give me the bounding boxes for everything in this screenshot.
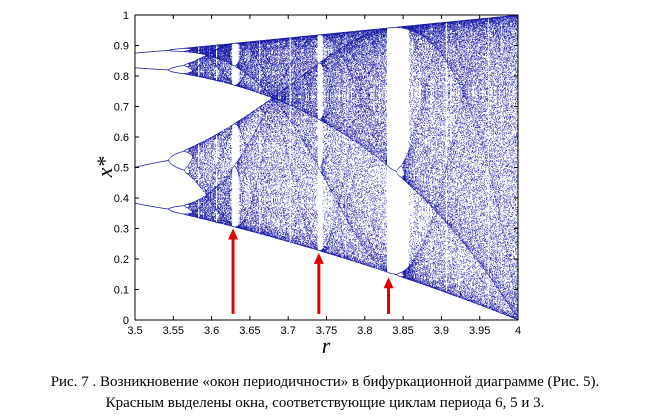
x-tick-label: 3.8	[357, 325, 372, 337]
attractor-points	[135, 15, 519, 320]
y-tick-label: 0	[123, 315, 129, 327]
bifurcation-chart: 3.5 3.55 3.6 3.65 3.7 3.75 3.8 3.85 3.9 3.95 4 00.…	[0, 0, 650, 360]
window-arrow-head	[384, 277, 394, 288]
y-tick-label: 0.2	[114, 254, 129, 266]
x-tick-label: 3.55	[163, 325, 184, 337]
y-tick-label: 0.9	[114, 41, 129, 53]
caption-line-2: Красным выделены окна, соответствующие ц…	[0, 393, 650, 413]
caption-line-1: Рис. 7 . Возникновение «окон периодичнос…	[0, 372, 650, 392]
x-axis-label: r	[322, 333, 331, 358]
y-tick-label: 0.3	[114, 224, 129, 236]
x-tick-label: 4	[515, 325, 521, 337]
bifurcation-points	[135, 15, 519, 320]
x-tick-label: 3.5	[127, 325, 142, 337]
y-tick-label: 0.4	[114, 193, 129, 205]
y-tick-label: 0.1	[114, 285, 129, 297]
y-axis-label: x*	[92, 157, 117, 179]
window-arrow-head	[314, 253, 324, 264]
y-tick-label: 0.8	[114, 71, 129, 83]
x-tick-label: 3.7	[281, 325, 296, 337]
y-tick-label: 1	[123, 10, 129, 22]
x-tick-label: 3.95	[469, 325, 490, 337]
x-tick-label: 3.9	[434, 325, 449, 337]
x-tick-label: 3.65	[239, 325, 260, 337]
y-tick-label: 0.6	[114, 132, 129, 144]
x-tick-label: 3.6	[204, 325, 219, 337]
x-tick-label: 3.85	[392, 325, 413, 337]
y-tick-label: 0.7	[114, 102, 129, 114]
window-arrow-head	[228, 229, 238, 240]
